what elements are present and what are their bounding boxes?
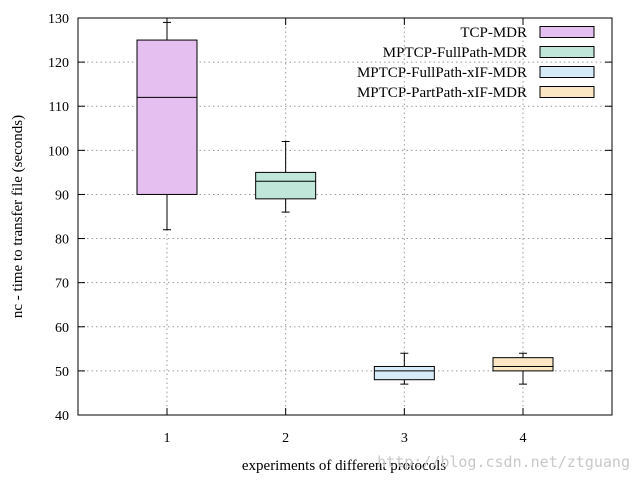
y-tick-label: 120 [48,56,69,71]
y-tick-label: 90 [55,188,69,203]
boxes [136,21,554,385]
legend-label: TCP-MDR [460,25,527,41]
y-tick-label: 100 [48,144,69,159]
axis-ticks: 40 50 60 70 80 90 100 110 120 130 1 2 3 4 [48,12,612,446]
x-tick-label: 1 [164,431,171,446]
box-4 [492,352,554,385]
box-1 [136,21,198,231]
box-body [136,39,198,195]
y-tick-label: 80 [55,233,69,248]
legend-swatch [539,26,595,38]
y-tick-label: 130 [48,12,69,27]
x-tick-label: 4 [520,431,527,446]
y-tick-label: 60 [55,321,69,336]
legend-label: MPTCP-PartPath-xIF-MDR [357,85,527,101]
legend-swatch [539,86,595,98]
legend-entry: TCP-MDR [460,25,595,41]
legend-label: MPTCP-FullPath-xIF-MDR [357,65,527,81]
legend-entry: MPTCP-PartPath-xIF-MDR [357,85,595,101]
plot-frame [77,17,613,416]
watermark-text: http://blog.csdn.net/ztguang [377,453,630,471]
grid-lines [78,18,612,415]
y-axis-label: nc - time to transfer file (seconds) [10,115,26,318]
y-tick-label: 40 [55,409,69,424]
y-tick-label: 70 [55,277,69,292]
box-body [255,171,317,200]
y-tick-label: 50 [55,365,69,380]
legend: TCP-MDR MPTCP-FullPath-MDR MPTCP-FullPath-… [357,25,595,101]
y-tick-label: 110 [49,100,69,115]
x-axis-label: experiments of different protocols [242,458,446,474]
x-tick-label: 2 [282,431,289,446]
legend-swatch [539,66,595,78]
box-3 [373,352,435,385]
box-body [492,357,554,372]
box-body [373,365,435,381]
legend-entry: MPTCP-FullPath-MDR [383,45,595,61]
legend-swatch [539,46,595,58]
x-tick-label: 3 [401,431,408,446]
box-2 [255,141,317,213]
legend-entry: MPTCP-FullPath-xIF-MDR [357,65,595,81]
legend-label: MPTCP-FullPath-MDR [383,45,527,61]
